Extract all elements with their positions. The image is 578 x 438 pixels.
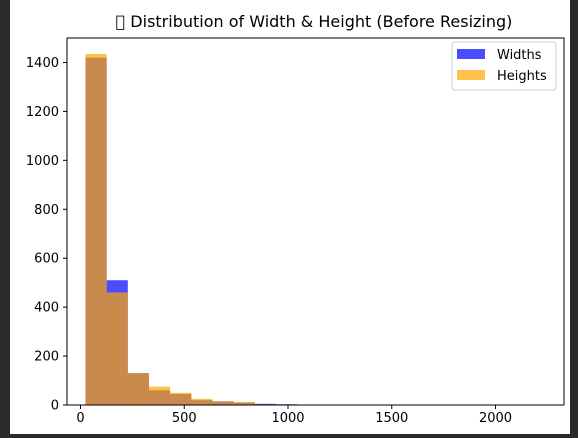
y-tick-label-1200: 1200 bbox=[26, 105, 59, 120]
y-tick-label-800: 800 bbox=[34, 203, 59, 218]
window-edge-bottom bbox=[0, 434, 578, 438]
x-tick-label-0: 0 bbox=[76, 411, 84, 426]
bar-heights-4 bbox=[170, 392, 192, 405]
y-tick-label-600: 600 bbox=[34, 252, 59, 267]
bars-layer bbox=[85, 53, 552, 406]
y-tick-label-1400: 1400 bbox=[26, 56, 59, 71]
x-tick-label-500: 500 bbox=[172, 411, 197, 426]
legend-swatch-widths bbox=[457, 49, 485, 59]
y-axis: 0 200 400 600 800 1000 1200 1400 bbox=[26, 56, 67, 414]
window-edge-left bbox=[0, 0, 10, 438]
bar-heights-7 bbox=[233, 402, 255, 405]
y-tick-label-400: 400 bbox=[34, 301, 59, 316]
y-tick-label-1000: 1000 bbox=[26, 154, 59, 169]
bar-heights-6 bbox=[212, 401, 234, 405]
y-tick-label-0: 0 bbox=[51, 399, 59, 414]
x-tick-label-2000: 2000 bbox=[479, 411, 512, 426]
x-tick-label-1500: 1500 bbox=[375, 411, 408, 426]
chart-title: 󰀀 Distribution of Width & Height (Before… bbox=[116, 12, 513, 31]
bar-heights-3 bbox=[148, 386, 171, 405]
legend: Widths Heights bbox=[451, 41, 557, 91]
x-tick-label-1000: 1000 bbox=[271, 411, 304, 426]
bar-heights-1 bbox=[106, 292, 128, 405]
x-axis: 0 500 1000 1500 2000 bbox=[76, 405, 512, 426]
axes-frame bbox=[66, 37, 565, 406]
legend-label-widths: Widths bbox=[497, 48, 542, 63]
legend-swatch-heights bbox=[457, 70, 485, 80]
bar-heights-2 bbox=[127, 373, 149, 405]
legend-label-heights: Heights bbox=[497, 69, 547, 84]
bar-heights-0 bbox=[85, 53, 107, 406]
window-edge-right bbox=[570, 0, 578, 438]
y-tick-label-200: 200 bbox=[34, 350, 59, 365]
bar-heights-5 bbox=[191, 398, 213, 405]
